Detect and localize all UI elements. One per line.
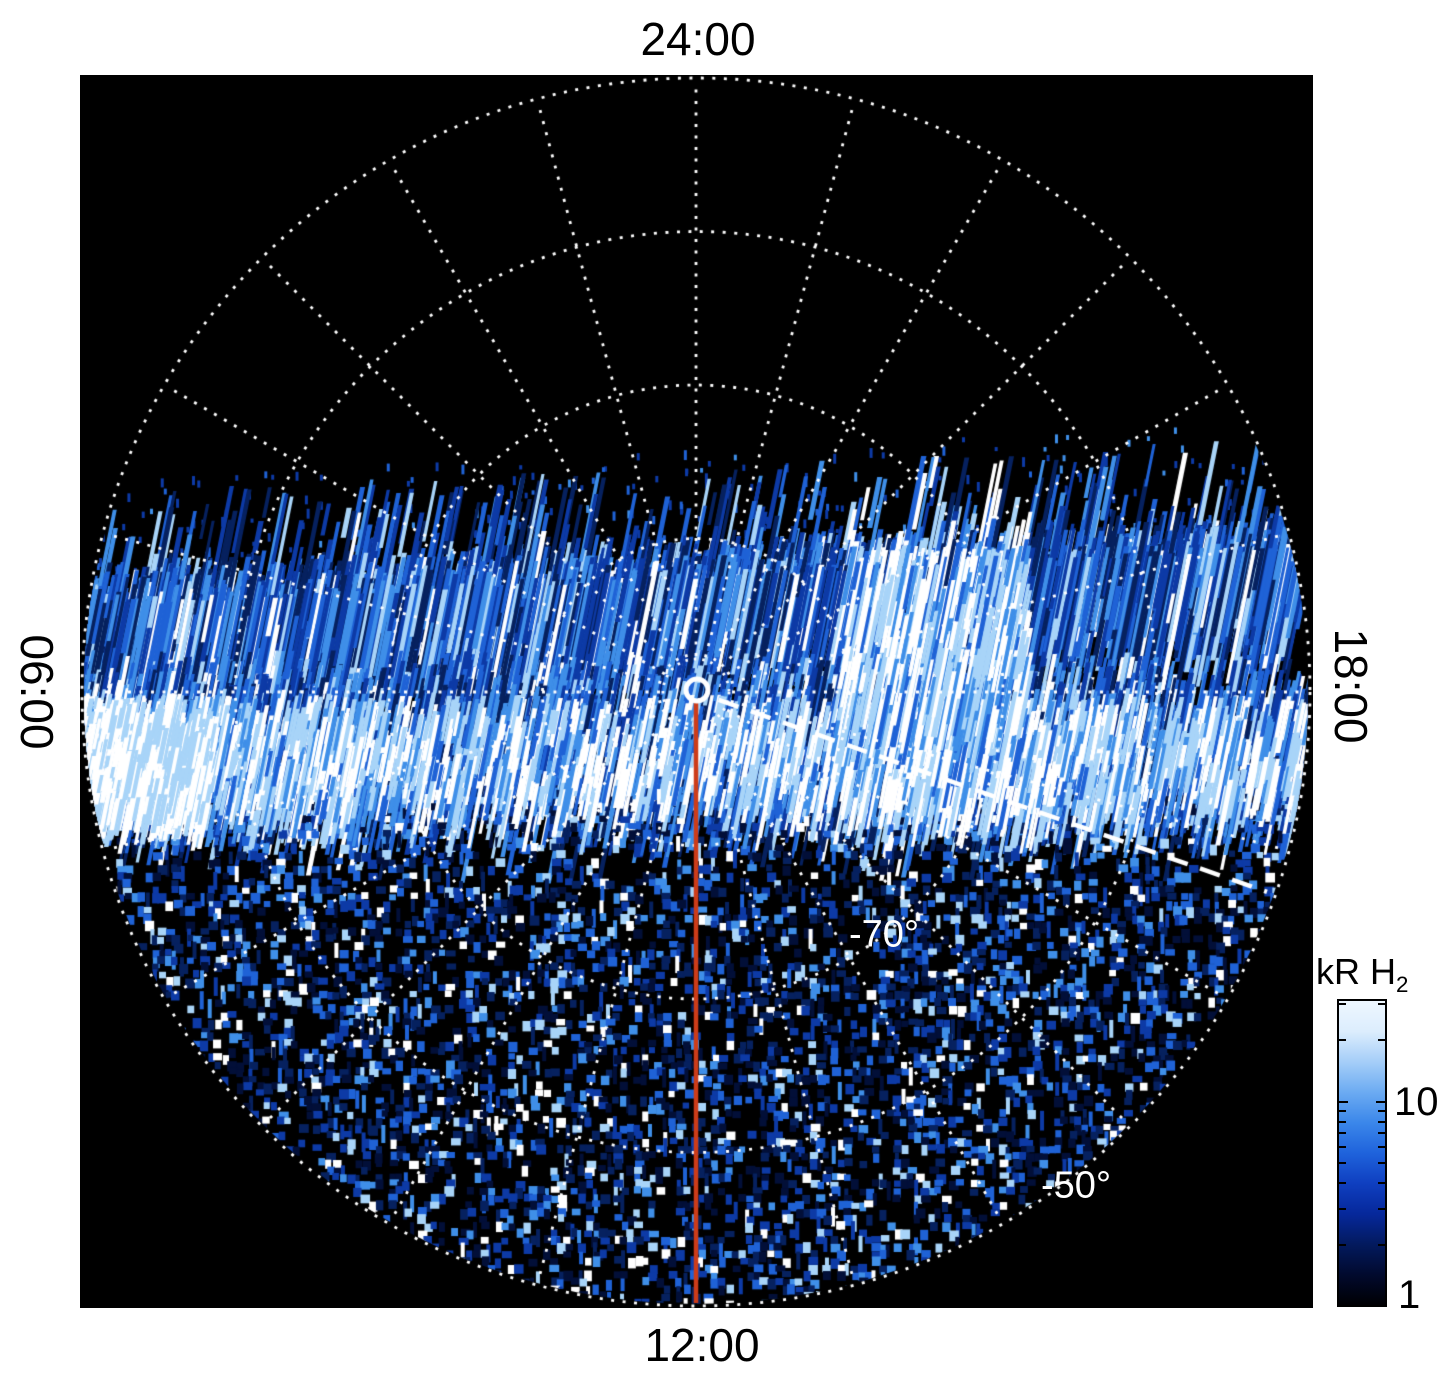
colorbar-tick-mark [1339,1110,1346,1113]
local-time-label-1200: 12:00 [644,1319,760,1371]
colorbar-tick-mark [1378,1110,1385,1113]
local-time-label-2400: 24:00 [640,13,756,65]
colorbar-tick-mark [1378,1182,1385,1185]
latitude-label-50: -50° [1040,1164,1112,1207]
colorbar-tick-mark [1378,1162,1385,1165]
colorbar-tick-mark [1339,1100,1348,1103]
colorbar-title-subscript: 2 [1396,972,1409,998]
latitude-label-70: -70° [848,913,920,956]
colorbar-title: kR H2 [1316,951,1408,998]
colorbar-tick-mark [1339,1146,1346,1149]
plot-area [80,75,1313,1308]
colorbar-tick-mark [1378,1038,1385,1041]
colorbar-tick-mark [1339,1132,1346,1135]
colorbar-tick-mark [1378,1208,1385,1210]
colorbar-tick-mark [1339,1120,1346,1123]
local-time-label-1800: 18:00 [1325,628,1377,744]
colorbar-title-text: kR H [1316,951,1396,992]
colorbar-tick-mark [1339,1162,1346,1165]
colorbar-tick-mark [1339,1208,1346,1210]
colorbar-tick-mark [1376,1100,1385,1103]
colorbar-tick-label-1: 1 [1398,1273,1421,1317]
colorbar-tick-mark [1339,1038,1346,1041]
colorbar-tick-mark [1339,1182,1346,1185]
colorbar-tick-mark [1378,1146,1385,1149]
colorbar-tick-mark [1378,1244,1385,1247]
polar-emission-map [80,75,1313,1308]
colorbar-gradient-bar [1337,999,1387,1307]
colorbar-tick-mark [1378,1132,1385,1135]
local-time-label-0600: 06:00 [11,634,63,750]
colorbar-tick-label-10: 10 [1394,1080,1439,1124]
colorbar-tick-mark [1339,1244,1346,1247]
colorbar-tick-mark [1378,1120,1385,1123]
colorbar-tick-mark [1339,1002,1346,1005]
colorbar-tick-mark [1378,1002,1385,1005]
